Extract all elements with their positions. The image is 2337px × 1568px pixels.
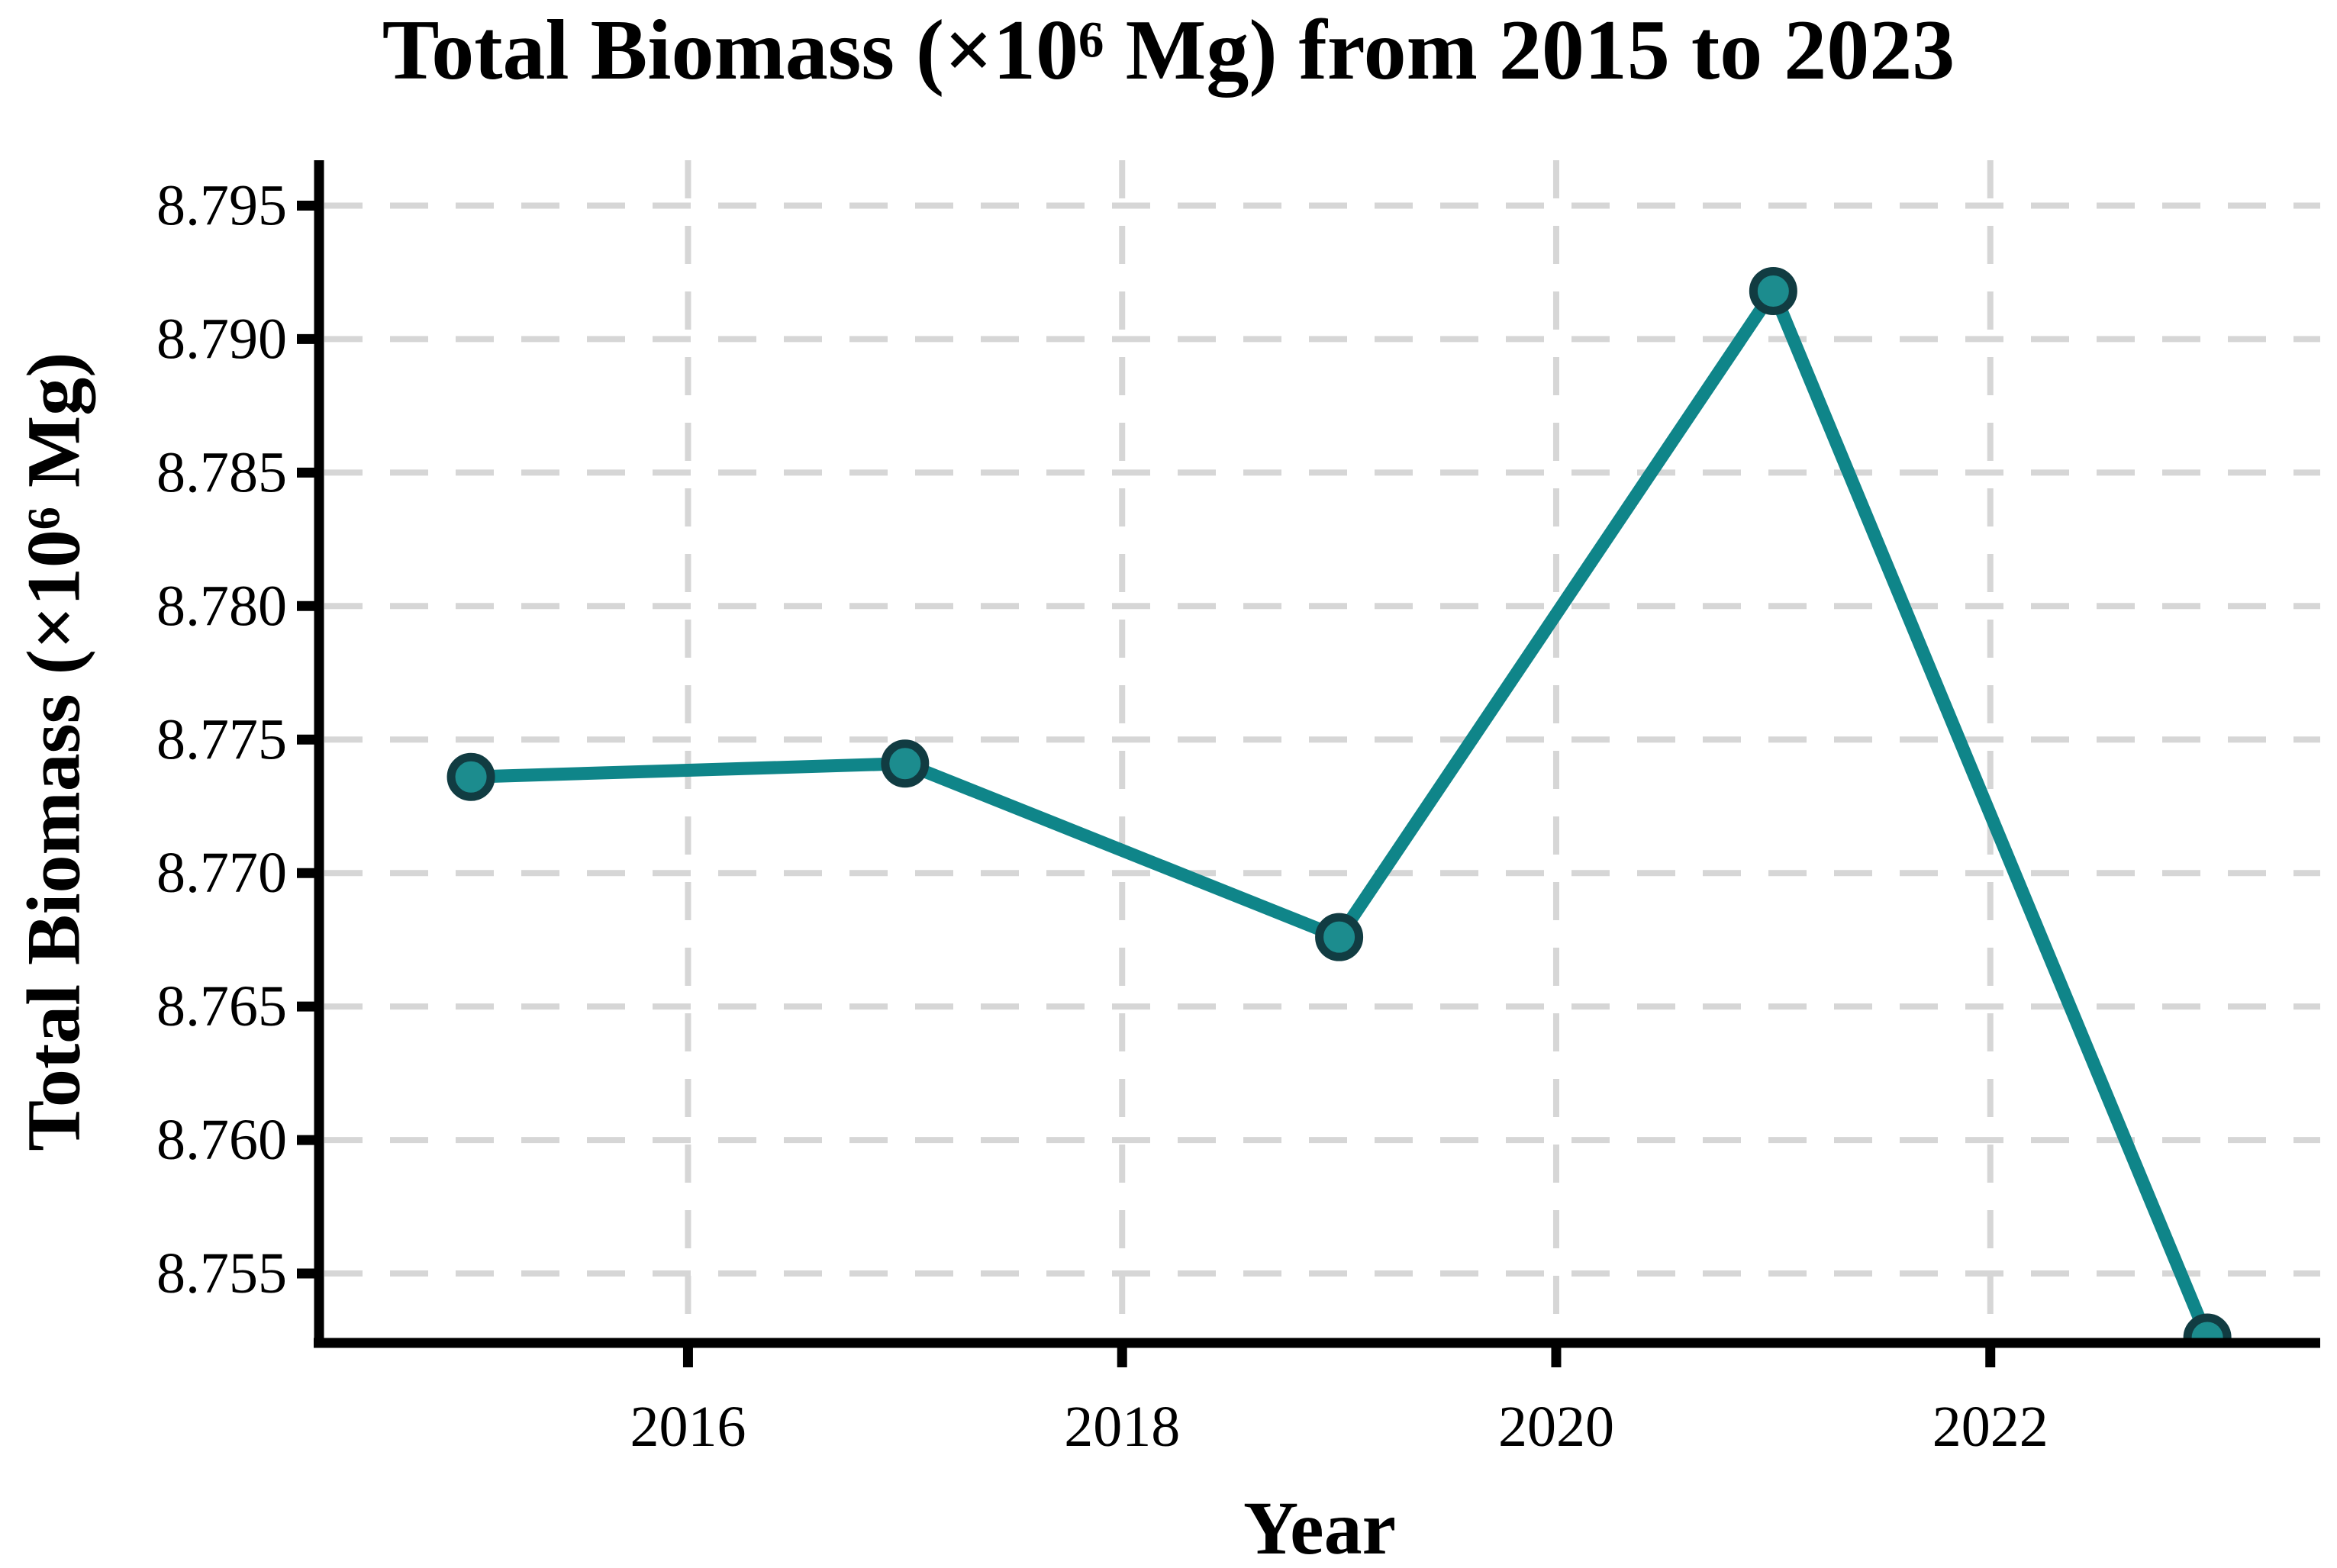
y-tick-label: 8.775 <box>156 707 287 771</box>
data-point <box>881 739 930 788</box>
x-axis-label: Year <box>1243 1486 1396 1568</box>
y-tick-label: 8.795 <box>156 173 287 237</box>
data-point <box>2183 1313 2232 1343</box>
y-tick-label: 8.765 <box>156 974 287 1038</box>
y-tick-label: 8.770 <box>156 841 287 905</box>
y-tick-label: 8.785 <box>156 440 287 504</box>
chart-title: Total Biomass (×10⁶ Mg) from 2015 to 202… <box>382 3 1955 98</box>
data-series-group <box>446 266 2232 1343</box>
data-point <box>1749 266 1797 315</box>
x-tick-label: 2020 <box>1498 1395 1614 1459</box>
y-tick-label: 8.780 <box>156 574 287 638</box>
data-point <box>1315 913 1364 961</box>
data-line <box>464 284 2214 1343</box>
data-point <box>446 752 495 801</box>
x-tick-label: 2016 <box>630 1395 746 1459</box>
y-tick-label: 8.790 <box>156 307 287 371</box>
x-tick-label: 2022 <box>1932 1395 2049 1459</box>
y-tick-label: 8.755 <box>156 1241 287 1306</box>
x-tick-label: 2018 <box>1064 1395 1180 1459</box>
y-tick-label: 8.760 <box>156 1108 287 1172</box>
